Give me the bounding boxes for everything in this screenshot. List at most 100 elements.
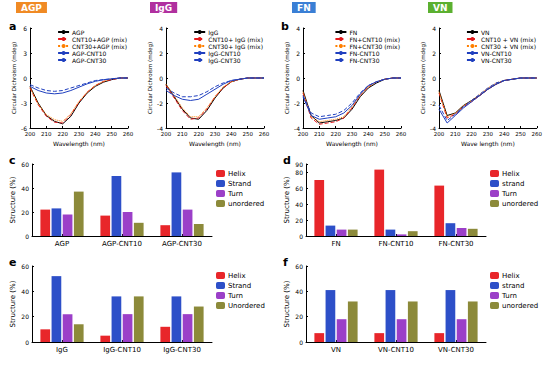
- svg-text:FN: FN: [297, 3, 311, 13]
- svg-text:-3: -3: [21, 100, 27, 107]
- svg-text:Circular Dichroism (mdeg): Circular Dichroism (mdeg): [147, 42, 154, 114]
- svg-text:VN-CNT10: VN-CNT10: [481, 50, 512, 57]
- svg-text:Circular Dichroism (mdeg): Circular Dichroism (mdeg): [420, 42, 427, 114]
- svg-text:200: 200: [434, 131, 445, 137]
- svg-text:4: 4: [296, 25, 300, 32]
- svg-text:2: 2: [296, 50, 300, 57]
- svg-text:e: e: [9, 256, 16, 269]
- svg-text:3: 3: [23, 50, 27, 57]
- svg-text:AGP: AGP: [72, 29, 85, 36]
- svg-text:VN: VN: [331, 346, 341, 354]
- svg-text:c: c: [9, 154, 16, 167]
- svg-text:a: a: [9, 20, 16, 33]
- svg-text:Turn: Turn: [501, 292, 517, 300]
- svg-text:200: 200: [25, 131, 36, 137]
- svg-text:FN: FN: [331, 240, 340, 248]
- svg-text:0: 0: [25, 339, 29, 346]
- svg-text:FN-CNT30: FN-CNT30: [438, 240, 473, 248]
- svg-text:FN+CNT30 (mix): FN+CNT30 (mix): [349, 43, 400, 50]
- svg-text:IgG-CNT10: IgG-CNT10: [103, 346, 141, 354]
- svg-text:Structure (%): Structure (%): [283, 176, 291, 223]
- svg-text:80: 80: [295, 169, 303, 176]
- svg-text:220: 220: [193, 131, 204, 137]
- svg-text:240: 240: [363, 131, 374, 137]
- svg-text:230: 230: [74, 131, 85, 137]
- svg-text:FN: FN: [349, 29, 357, 36]
- svg-text:-2: -2: [430, 100, 436, 107]
- svg-text:6: 6: [23, 25, 27, 32]
- svg-text:0: 0: [159, 75, 163, 82]
- svg-text:0: 0: [299, 339, 303, 346]
- svg-text:210: 210: [41, 131, 52, 137]
- svg-text:0: 0: [23, 75, 27, 82]
- svg-text:VN-CNT10: VN-CNT10: [378, 346, 414, 354]
- svg-text:Structure (%): Structure (%): [283, 280, 291, 327]
- svg-text:260: 260: [396, 131, 407, 137]
- svg-text:60: 60: [295, 263, 303, 270]
- svg-text:210: 210: [450, 131, 461, 137]
- svg-text:230: 230: [483, 131, 494, 137]
- svg-text:Wavelength (nm): Wavelength (nm): [53, 140, 105, 148]
- svg-text:FN+CNT10 (mix): FN+CNT10 (mix): [349, 36, 400, 43]
- svg-text:4: 4: [159, 25, 163, 32]
- svg-text:VN: VN: [481, 29, 490, 36]
- svg-text:IgG-CNT30: IgG-CNT30: [163, 346, 201, 354]
- svg-text:Helix: Helix: [502, 170, 520, 178]
- svg-text:210: 210: [314, 131, 325, 137]
- svg-text:FN-CNT10: FN-CNT10: [378, 240, 413, 248]
- svg-text:AGP-CNT10: AGP-CNT10: [102, 240, 142, 248]
- svg-text:240: 240: [499, 131, 510, 137]
- svg-text:40: 40: [295, 201, 303, 208]
- svg-text:20: 20: [21, 313, 29, 320]
- svg-text:220: 220: [466, 131, 477, 137]
- svg-text:4: 4: [432, 25, 436, 32]
- svg-text:f: f: [283, 256, 288, 269]
- svg-text:2: 2: [159, 50, 163, 57]
- svg-text:b: b: [281, 20, 289, 33]
- svg-text:60: 60: [21, 161, 29, 168]
- svg-text:Turn: Turn: [501, 190, 517, 198]
- svg-text:230: 230: [347, 131, 358, 137]
- svg-text:unordered: unordered: [502, 302, 538, 310]
- svg-text:0: 0: [25, 233, 29, 240]
- svg-text:AGP-CNT30: AGP-CNT30: [162, 240, 202, 248]
- svg-text:CNT30 + VN (mix): CNT30 + VN (mix): [481, 43, 536, 50]
- svg-text:60: 60: [295, 185, 303, 192]
- svg-text:40: 40: [21, 288, 29, 295]
- svg-text:strand: strand: [502, 282, 524, 290]
- svg-text:FN-CNT30: FN-CNT30: [349, 57, 379, 64]
- svg-text:250: 250: [379, 131, 390, 137]
- svg-text:20: 20: [295, 217, 303, 224]
- svg-text:260: 260: [259, 131, 270, 137]
- svg-text:unordered: unordered: [502, 200, 538, 208]
- svg-text:60: 60: [21, 263, 29, 270]
- svg-text:CNT10 + VN (mix): CNT10 + VN (mix): [481, 36, 536, 43]
- svg-text:Wave length (nm): Wave length (nm): [461, 140, 515, 148]
- svg-text:strand: strand: [502, 180, 524, 188]
- svg-text:250: 250: [242, 131, 253, 137]
- svg-text:AGP-CNT30: AGP-CNT30: [72, 57, 106, 64]
- svg-text:Turn: Turn: [227, 190, 243, 198]
- svg-text:Strand: Strand: [228, 180, 251, 188]
- svg-text:40: 40: [21, 185, 29, 192]
- svg-text:Wavelength (nm): Wavelength (nm): [189, 140, 241, 148]
- svg-text:200: 200: [161, 131, 172, 137]
- svg-text:Helix: Helix: [228, 170, 246, 178]
- svg-text:260: 260: [532, 131, 543, 137]
- svg-text:230: 230: [210, 131, 221, 137]
- svg-text:90: 90: [295, 161, 303, 168]
- svg-text:Structure (%): Structure (%): [9, 280, 17, 327]
- svg-text:IgG: IgG: [155, 3, 172, 13]
- svg-text:Helix: Helix: [228, 272, 246, 280]
- svg-text:220: 220: [330, 131, 341, 137]
- svg-text:FN-CNT10: FN-CNT10: [349, 50, 379, 57]
- svg-text:-2: -2: [294, 100, 300, 107]
- svg-text:IgG-CNT30: IgG-CNT30: [208, 57, 241, 65]
- svg-text:220: 220: [57, 131, 68, 137]
- svg-text:0: 0: [299, 233, 303, 240]
- svg-text:CNT10+AGP (mix): CNT10+AGP (mix): [72, 36, 127, 43]
- svg-text:Strand: Strand: [228, 282, 251, 290]
- svg-text:AGP: AGP: [21, 3, 42, 13]
- svg-text:VN: VN: [433, 3, 448, 13]
- svg-text:Wavelength (nm): Wavelength (nm): [326, 140, 378, 148]
